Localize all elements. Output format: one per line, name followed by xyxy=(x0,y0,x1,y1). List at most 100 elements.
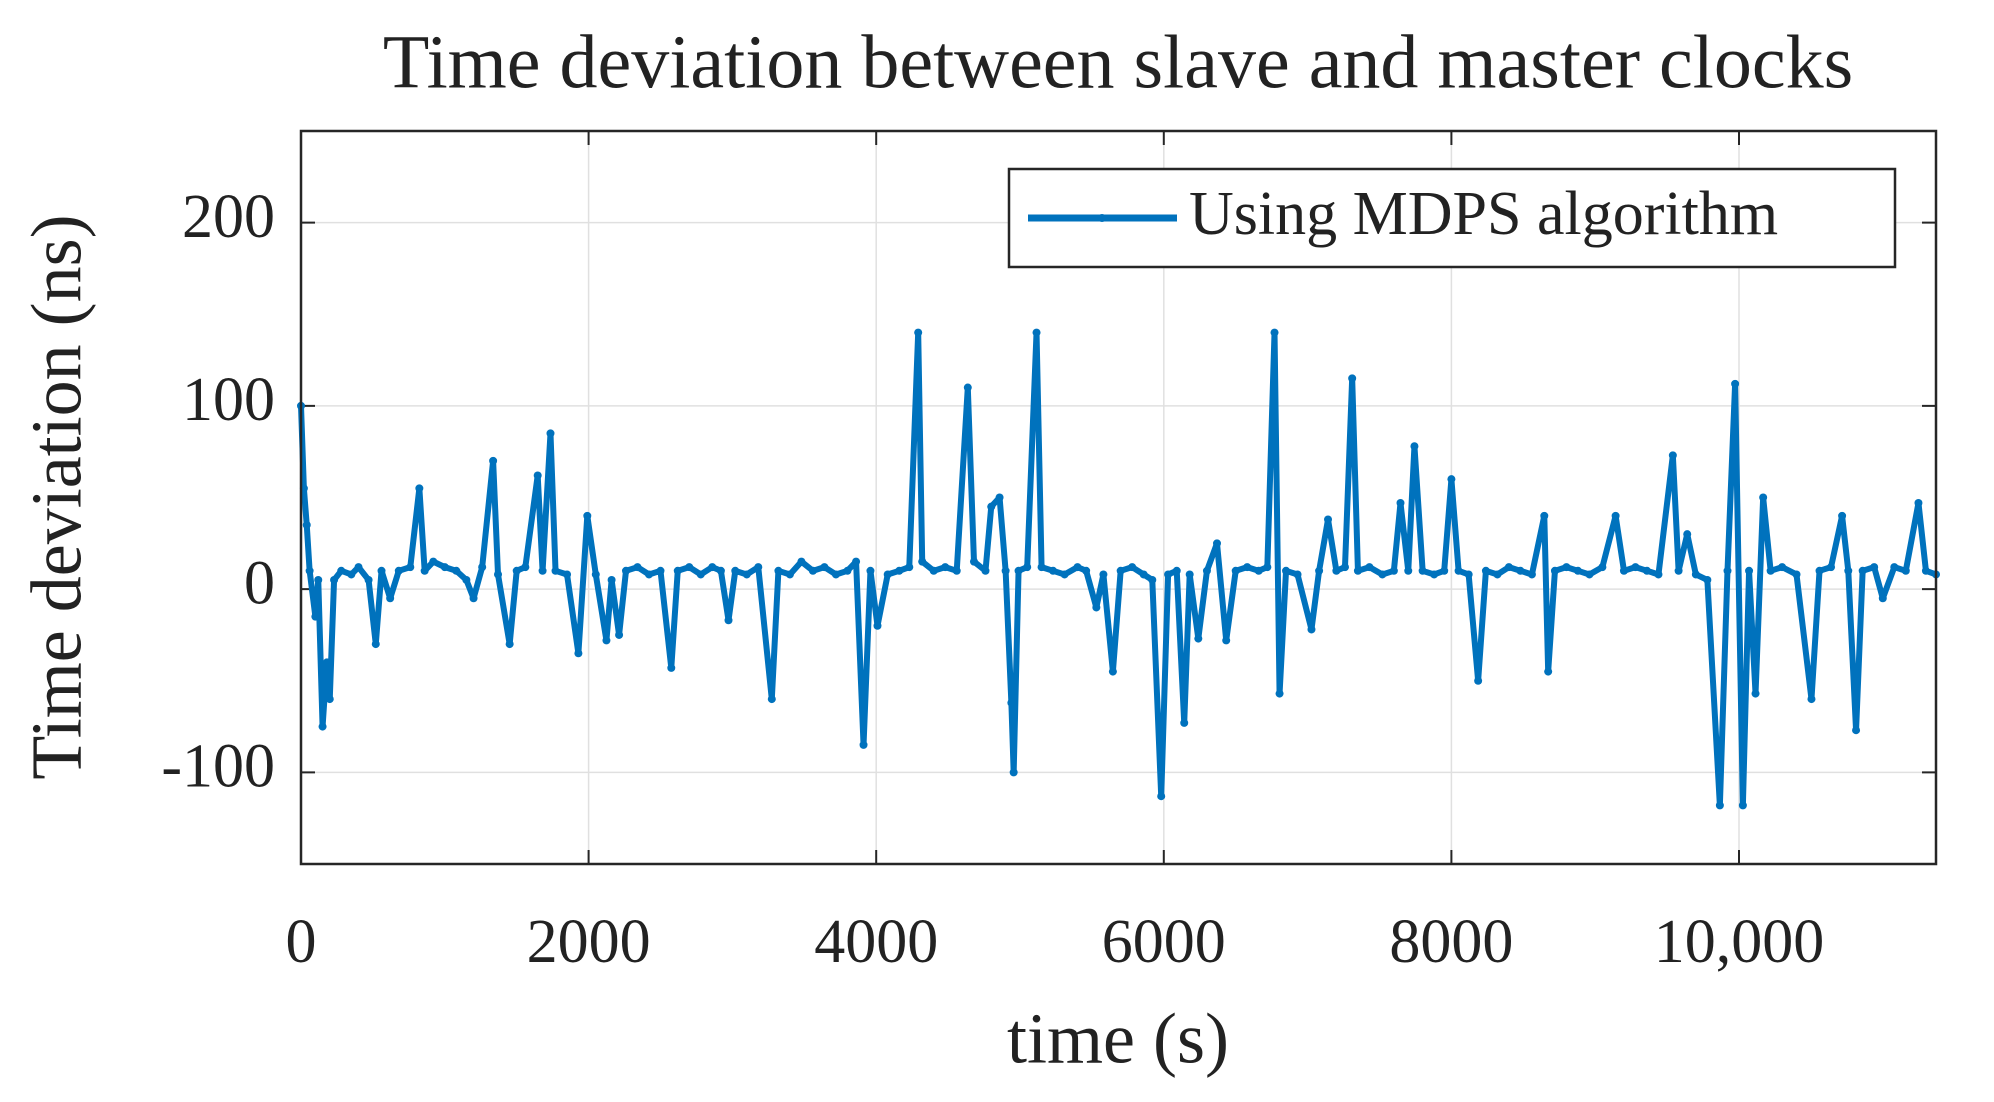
data-point xyxy=(563,570,572,579)
data-point xyxy=(673,566,682,575)
data-point xyxy=(1674,566,1683,575)
data-point xyxy=(754,563,763,572)
data-point xyxy=(1585,570,1594,579)
data-point xyxy=(1164,570,1173,579)
data-point xyxy=(1049,566,1058,575)
data-point xyxy=(1504,563,1513,572)
data-point xyxy=(1878,594,1887,603)
data-point xyxy=(843,566,852,575)
data-point xyxy=(1282,566,1291,575)
data-point xyxy=(995,493,1004,502)
data-point xyxy=(716,566,725,575)
data-point xyxy=(633,563,642,572)
data-point xyxy=(1037,563,1046,572)
data-point xyxy=(1631,563,1640,572)
data-point xyxy=(1231,566,1240,575)
data-point xyxy=(1703,575,1712,584)
data-point xyxy=(866,566,875,575)
data-point xyxy=(318,722,327,731)
data-point xyxy=(377,566,386,575)
data-point xyxy=(1293,570,1302,579)
data-point xyxy=(808,566,817,575)
data-point xyxy=(1550,566,1559,575)
y-axis-label: Time deviation (ns) xyxy=(17,214,97,779)
data-point xyxy=(708,563,717,572)
data-point xyxy=(364,575,373,584)
data-point xyxy=(1914,498,1923,507)
data-point xyxy=(591,570,600,579)
data-point xyxy=(1807,695,1816,704)
data-point xyxy=(1014,566,1023,575)
data-point xyxy=(1001,566,1010,575)
data-point xyxy=(731,566,740,575)
data-point xyxy=(1691,570,1700,579)
data-point xyxy=(1598,563,1607,572)
data-point xyxy=(1815,566,1824,575)
data-point xyxy=(918,557,927,566)
data-point xyxy=(394,566,403,575)
data-point xyxy=(1852,726,1861,735)
data-point xyxy=(1474,676,1483,685)
data-point xyxy=(1858,566,1867,575)
data-point xyxy=(615,630,624,639)
data-point xyxy=(1921,566,1930,575)
data-point xyxy=(1332,566,1341,575)
data-point xyxy=(1516,566,1525,575)
data-point xyxy=(1418,566,1427,575)
y-tick-label: 0 xyxy=(244,549,275,617)
data-point xyxy=(314,575,323,584)
data-point xyxy=(1723,566,1732,575)
data-point xyxy=(607,575,616,584)
data-point xyxy=(820,563,829,572)
data-point xyxy=(797,557,806,566)
data-point xyxy=(1202,566,1211,575)
data-point xyxy=(1759,493,1768,502)
data-point xyxy=(583,511,592,520)
data-point xyxy=(533,471,542,480)
data-point xyxy=(621,566,630,575)
data-point xyxy=(1060,570,1069,579)
data-point xyxy=(440,563,449,572)
data-point xyxy=(602,636,611,645)
y-tick-label: 100 xyxy=(182,366,275,434)
data-point xyxy=(1611,511,1620,520)
x-tick-label: 8000 xyxy=(1389,908,1513,976)
data-point xyxy=(1464,570,1473,579)
data-point xyxy=(420,566,429,575)
data-point xyxy=(1324,515,1333,524)
data-point xyxy=(1378,570,1387,579)
data-point xyxy=(1009,768,1018,777)
data-point xyxy=(1270,328,1279,337)
data-point xyxy=(1389,566,1398,575)
data-point xyxy=(1738,801,1747,810)
data-point xyxy=(1890,563,1899,572)
x-tick-label: 10,000 xyxy=(1654,908,1825,976)
data-point xyxy=(1481,566,1490,575)
data-point xyxy=(386,594,395,603)
data-point xyxy=(1527,570,1536,579)
data-point xyxy=(551,566,560,575)
data-point xyxy=(952,566,961,575)
data-point xyxy=(371,640,380,649)
data-point xyxy=(1073,563,1082,572)
data-point xyxy=(478,563,487,572)
data-point xyxy=(1410,442,1419,451)
data-point xyxy=(347,570,356,579)
y-tick-label: 200 xyxy=(182,183,275,251)
data-point xyxy=(1745,566,1754,575)
data-point xyxy=(406,563,415,572)
data-point xyxy=(546,429,555,438)
data-point xyxy=(914,328,923,337)
data-point xyxy=(305,566,314,575)
plot-frame xyxy=(299,129,1938,866)
data-point xyxy=(969,557,978,566)
data-point xyxy=(1180,718,1189,727)
data-point xyxy=(1827,563,1836,572)
data-point xyxy=(325,695,334,704)
data-point xyxy=(1766,566,1775,575)
data-point xyxy=(852,557,861,566)
data-point xyxy=(1715,801,1724,810)
data-point xyxy=(337,566,346,575)
data-point xyxy=(1172,566,1181,575)
